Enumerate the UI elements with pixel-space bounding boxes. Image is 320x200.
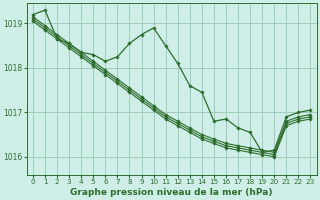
X-axis label: Graphe pression niveau de la mer (hPa): Graphe pression niveau de la mer (hPa)	[70, 188, 273, 197]
